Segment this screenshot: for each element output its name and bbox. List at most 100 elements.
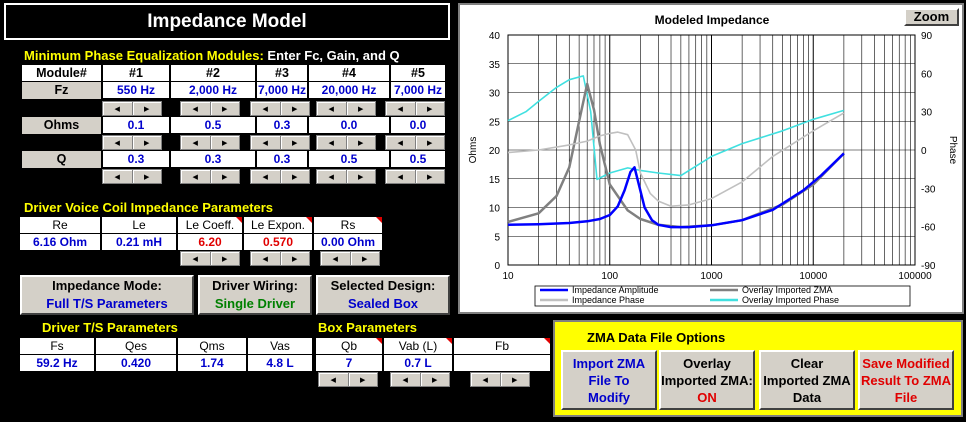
left-arrow-icon[interactable]: ◀: [103, 102, 133, 115]
fz-value-1[interactable]: 550 Hz: [103, 82, 169, 98]
ts-value-qms[interactable]: 1.74: [178, 355, 246, 371]
right-arrow-icon[interactable]: ▶: [280, 102, 309, 115]
ohms-spinner-5[interactable]: ◀ ▶: [385, 135, 445, 150]
left-arrow-icon[interactable]: ◀: [251, 136, 281, 149]
fz-value-4[interactable]: 20,000 Hz: [309, 82, 389, 98]
right-arrow-icon[interactable]: ▶: [415, 136, 444, 149]
fb-spinner[interactable]: ◀ ▶: [470, 372, 530, 387]
ohms-value-2[interactable]: 0.5: [171, 117, 255, 133]
left-arrow-icon[interactable]: ◀: [386, 136, 416, 149]
vc-value-le[interactable]: 0.21 mH: [102, 234, 176, 250]
left-arrow-icon[interactable]: ◀: [251, 170, 281, 183]
fz-spinner-4[interactable]: ◀ ▶: [316, 101, 376, 116]
ohms-value-1[interactable]: 0.1: [103, 117, 169, 133]
right-arrow-icon[interactable]: ▶: [346, 136, 375, 149]
q-spinner-3[interactable]: ◀ ▶: [250, 169, 310, 184]
box-value-qb[interactable]: 7: [316, 355, 382, 371]
overlay-zma-button[interactable]: Overlay Imported ZMA: ON: [659, 350, 755, 410]
right-arrow-icon[interactable]: ▶: [420, 373, 449, 386]
vc-value-le-expon[interactable]: 0.570: [244, 234, 312, 250]
save-zma-button[interactable]: Save Modified Result To ZMA File: [858, 350, 954, 410]
import-zma-button[interactable]: Import ZMA File To Modify: [561, 350, 657, 410]
right-arrow-icon[interactable]: ▶: [280, 170, 309, 183]
right-arrow-icon[interactable]: ▶: [132, 136, 161, 149]
fz-spinner-1[interactable]: ◀ ▶: [102, 101, 162, 116]
ohms-value-4[interactable]: 0.0: [309, 117, 389, 133]
left-arrow-icon[interactable]: ◀: [181, 136, 211, 149]
right-arrow-icon[interactable]: ▶: [132, 102, 161, 115]
y2-tick-label: 90: [921, 31, 933, 42]
left-arrow-icon[interactable]: ◀: [471, 373, 501, 386]
fz-spinner-5[interactable]: ◀ ▶: [385, 101, 445, 116]
left-arrow-icon[interactable]: ◀: [251, 102, 281, 115]
vc-value-rs[interactable]: 0.00 Ohm: [314, 234, 382, 250]
ohms-spinner-1[interactable]: ◀ ▶: [102, 135, 162, 150]
rs-spinner[interactable]: ◀ ▶: [320, 251, 380, 266]
left-arrow-icon[interactable]: ◀: [251, 252, 281, 265]
impedance-mode-button[interactable]: Impedance Mode: Full T/S Parameters: [20, 275, 194, 315]
right-arrow-icon[interactable]: ▶: [415, 170, 444, 183]
left-arrow-icon[interactable]: ◀: [319, 373, 349, 386]
ts-value-fs[interactable]: 59.2 Hz: [20, 355, 94, 371]
right-arrow-icon[interactable]: ▶: [280, 252, 309, 265]
right-arrow-icon[interactable]: ▶: [132, 170, 161, 183]
left-arrow-icon[interactable]: ◀: [317, 136, 347, 149]
fz-spinner-2[interactable]: ◀ ▶: [180, 101, 240, 116]
right-arrow-icon[interactable]: ▶: [210, 136, 239, 149]
ohms-value-3[interactable]: 0.3: [257, 117, 307, 133]
q-spinner-4[interactable]: ◀ ▶: [316, 169, 376, 184]
clear-zma-button[interactable]: Clear Imported ZMA Data: [759, 350, 855, 410]
right-arrow-icon[interactable]: ▶: [346, 170, 375, 183]
ts-value-vas[interactable]: 4.8 L: [248, 355, 312, 371]
right-arrow-icon[interactable]: ▶: [415, 102, 444, 115]
ohms-value-5[interactable]: 0.0: [391, 117, 445, 133]
right-arrow-icon[interactable]: ▶: [210, 252, 239, 265]
left-arrow-icon[interactable]: ◀: [181, 170, 211, 183]
right-arrow-icon[interactable]: ▶: [350, 252, 379, 265]
driver-wiring-button[interactable]: Driver Wiring: Single Driver: [198, 275, 312, 315]
left-arrow-icon[interactable]: ◀: [103, 136, 133, 149]
left-arrow-icon[interactable]: ◀: [103, 170, 133, 183]
le-expon-spinner[interactable]: ◀ ▶: [250, 251, 310, 266]
right-arrow-icon[interactable]: ▶: [210, 102, 239, 115]
right-arrow-icon[interactable]: ▶: [500, 373, 529, 386]
q-value-5[interactable]: 0.5: [391, 151, 445, 167]
le-coeff-spinner[interactable]: ◀ ▶: [180, 251, 240, 266]
fz-value-2[interactable]: 2,000 Hz: [171, 82, 255, 98]
zoom-button[interactable]: Zoom: [904, 8, 959, 26]
fz-value-5[interactable]: 7,000 Hz: [391, 82, 445, 98]
fz-value-3[interactable]: 7,000 Hz: [257, 82, 307, 98]
qb-spinner[interactable]: ◀ ▶: [318, 372, 378, 387]
ohms-spinner-2[interactable]: ◀ ▶: [180, 135, 240, 150]
ohms-spinner-3[interactable]: ◀ ▶: [250, 135, 310, 150]
q-value-1[interactable]: 0.3: [103, 151, 169, 167]
right-arrow-icon[interactable]: ▶: [348, 373, 377, 386]
left-arrow-icon[interactable]: ◀: [317, 102, 347, 115]
right-arrow-icon[interactable]: ▶: [210, 170, 239, 183]
q-value-4[interactable]: 0.5: [309, 151, 389, 167]
ohms-spinner-4[interactable]: ◀ ▶: [316, 135, 376, 150]
box-value-fb[interactable]: [454, 355, 550, 371]
vc-value-le-coeff[interactable]: 6.20: [178, 234, 242, 250]
fz-spinner-3[interactable]: ◀ ▶: [250, 101, 310, 116]
q-value-3[interactable]: 0.3: [257, 151, 307, 167]
ts-value-qes[interactable]: 0.420: [96, 355, 176, 371]
vab-spinner[interactable]: ◀ ▶: [390, 372, 450, 387]
q-spinner-1[interactable]: ◀ ▶: [102, 169, 162, 184]
left-arrow-icon[interactable]: ◀: [321, 252, 351, 265]
left-arrow-icon[interactable]: ◀: [181, 102, 211, 115]
q-spinner-5[interactable]: ◀ ▶: [385, 169, 445, 184]
comment-indicator-icon: [236, 217, 242, 223]
left-arrow-icon[interactable]: ◀: [391, 373, 421, 386]
left-arrow-icon[interactable]: ◀: [386, 170, 416, 183]
selected-design-button[interactable]: Selected Design: Sealed Box: [316, 275, 450, 315]
left-arrow-icon[interactable]: ◀: [386, 102, 416, 115]
vc-value-re[interactable]: 6.16 Ohm: [20, 234, 100, 250]
right-arrow-icon[interactable]: ▶: [346, 102, 375, 115]
right-arrow-icon[interactable]: ▶: [280, 136, 309, 149]
left-arrow-icon[interactable]: ◀: [317, 170, 347, 183]
box-value-vab[interactable]: 0.7 L: [384, 355, 452, 371]
q-value-2[interactable]: 0.3: [171, 151, 255, 167]
left-arrow-icon[interactable]: ◀: [181, 252, 211, 265]
q-spinner-2[interactable]: ◀ ▶: [180, 169, 240, 184]
